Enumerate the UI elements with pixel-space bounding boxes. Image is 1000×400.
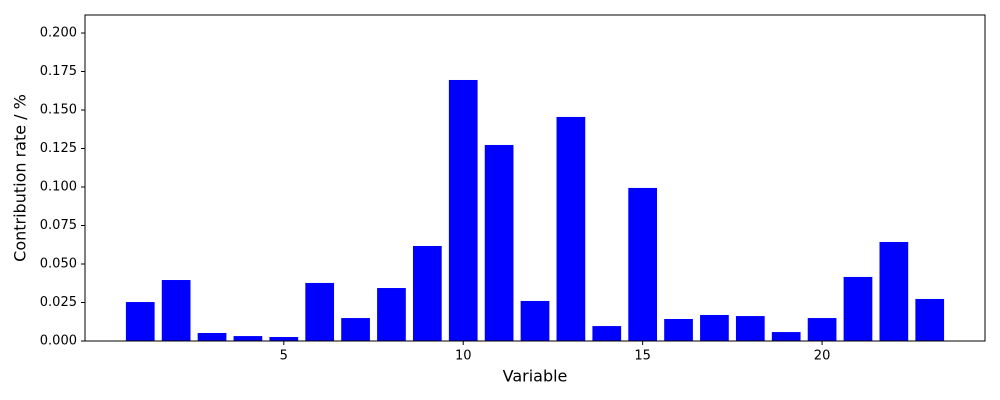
y-axis-label: Contribution rate / % [11,94,30,262]
plot-frame [84,14,986,342]
bar [592,326,622,341]
x-tick-label: 10 [455,349,472,364]
bar [305,282,335,341]
y-tick-label: 0.025 [40,295,77,310]
bar [628,187,658,341]
y-tick-label: 0.150 [40,103,77,118]
bar [915,298,945,341]
bar [484,144,514,341]
y-tick-label: 0.200 [40,26,77,41]
bar [843,276,873,341]
bar [556,116,586,341]
x-tick-label: 5 [280,349,288,364]
bar [448,79,478,342]
bar [161,280,191,341]
bar [664,318,693,341]
bar [735,316,765,341]
y-tick-label: 0.125 [40,141,77,156]
x-axis-label: Variable [503,367,568,386]
bar [341,318,370,341]
x-tick-label: 20 [814,349,831,364]
bar [197,332,227,341]
bar [807,318,837,341]
bar [269,336,299,341]
y-tick-label: 0.175 [40,64,77,79]
bar [879,241,909,341]
bar [377,288,406,341]
y-tick-label: 0.050 [40,257,77,272]
bar [771,332,801,341]
bar [125,302,155,341]
y-tick-label: 0.000 [40,334,77,349]
y-tick-label: 0.075 [40,218,77,233]
bar [700,314,729,341]
bar [520,300,550,341]
bar [233,336,263,341]
y-tick-label: 0.100 [40,180,77,195]
bar [412,245,442,341]
x-tick-label: 15 [634,349,651,364]
